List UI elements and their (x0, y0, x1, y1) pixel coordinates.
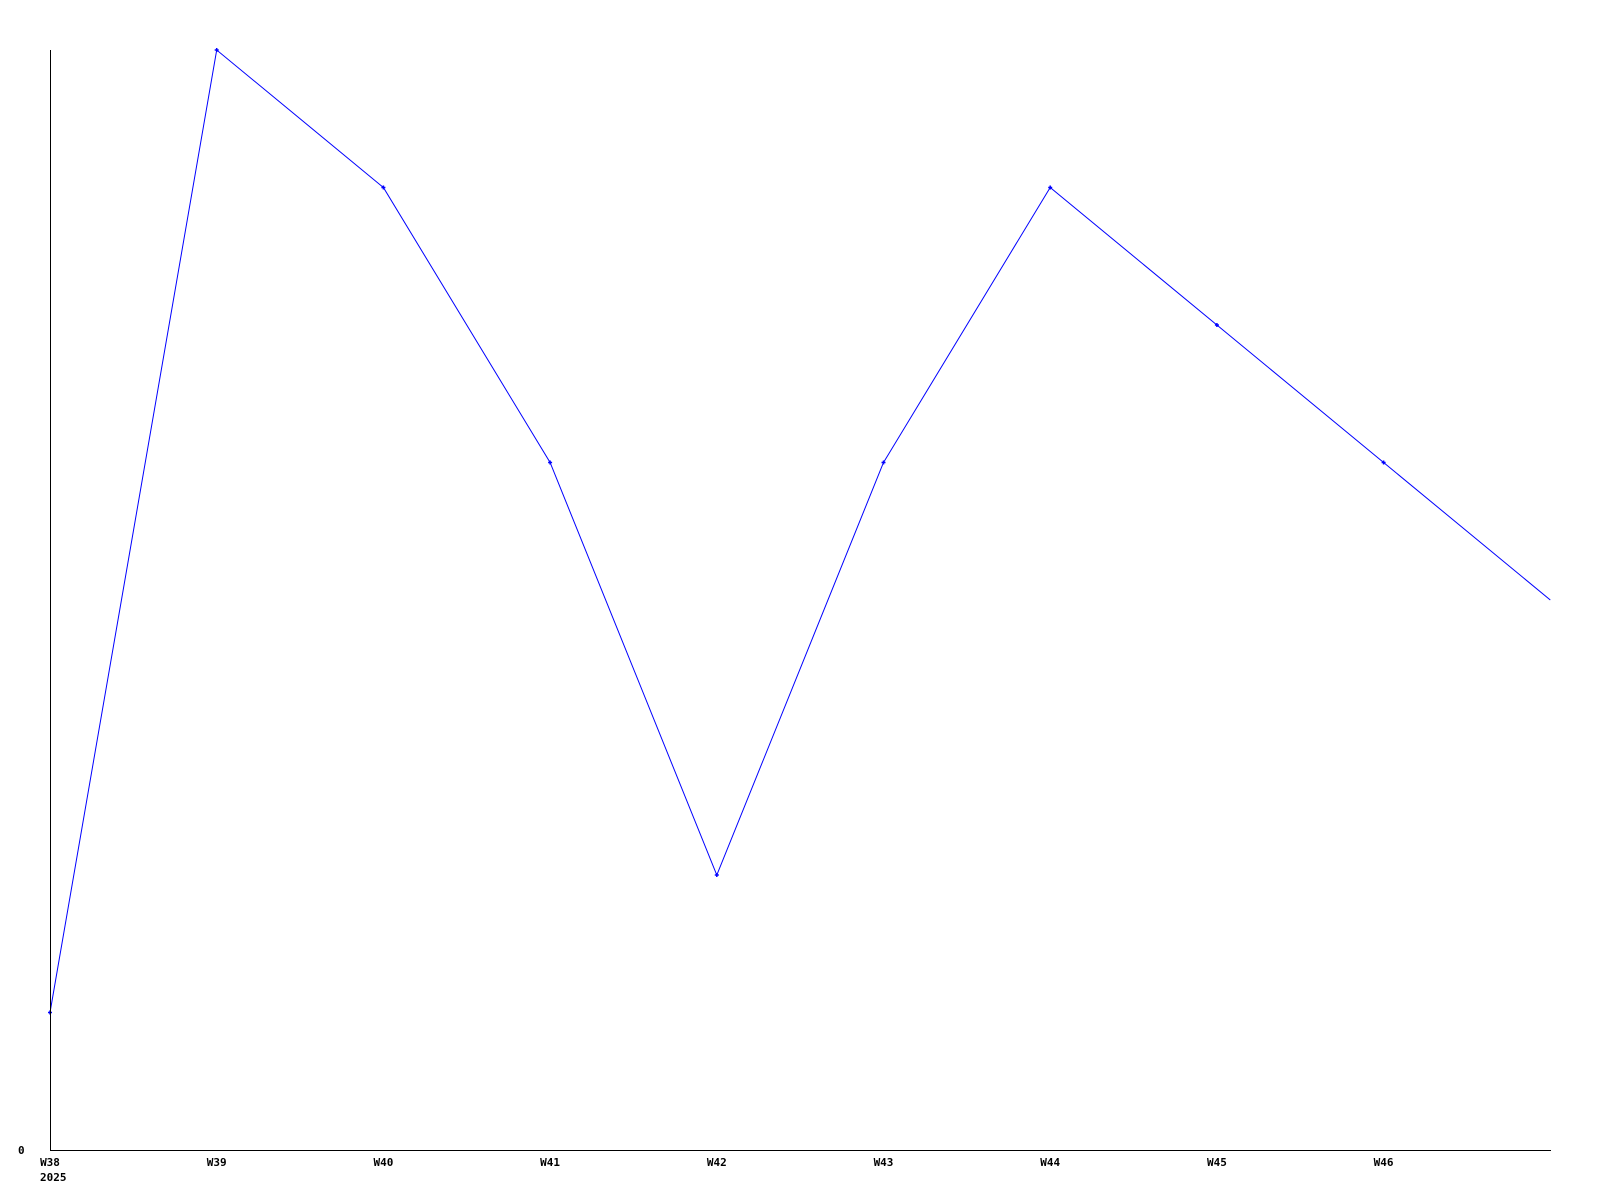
y-tick-label-0: 0 (18, 1144, 25, 1157)
data-point-w41 (548, 460, 553, 465)
data-point-w40 (381, 185, 386, 190)
x-tick-label-w41: W41 (540, 1156, 560, 1169)
data-point-w44 (1048, 185, 1053, 190)
x-tick-label-w45: W45 (1207, 1156, 1227, 1169)
data-point-w46 (1381, 460, 1386, 465)
x-tick-label-w46: W46 (1374, 1156, 1394, 1169)
data-point-w39 (214, 48, 219, 52)
x-tick-label-w38: W38 (40, 1156, 60, 1169)
x-sublabel-year: 2025 (40, 1171, 67, 1184)
series-line-0 (49, 49, 1551, 1013)
data-point-w42 (714, 873, 719, 877)
x-tick-label-w42: W42 (707, 1156, 727, 1169)
data-point-w45 (1214, 323, 1219, 327)
x-tick-label-w39: W39 (207, 1156, 227, 1169)
data-point-w43 (881, 460, 886, 465)
x-tick-label-w40: W40 (373, 1156, 393, 1169)
x-tick-label-w44: W44 (1040, 1156, 1060, 1169)
x-tick-label-w43: W43 (874, 1156, 894, 1169)
